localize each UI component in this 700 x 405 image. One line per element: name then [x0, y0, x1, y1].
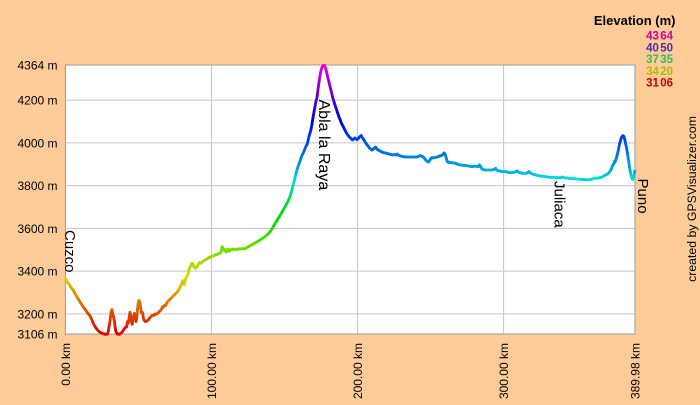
- svg-text:4364 m: 4364 m: [17, 59, 57, 73]
- svg-text:300.00 km: 300.00 km: [497, 343, 511, 399]
- svg-text:Abla la Raya: Abla la Raya: [315, 100, 332, 191]
- svg-text:3420: 3420: [646, 66, 673, 78]
- svg-text:Elevation (m): Elevation (m): [594, 13, 676, 28]
- svg-text:0.00 km: 0.00 km: [59, 343, 73, 386]
- svg-text:3106: 3106: [646, 78, 673, 90]
- svg-text:3200 m: 3200 m: [17, 307, 57, 321]
- svg-text:4200 m: 4200 m: [17, 94, 57, 108]
- svg-text:4364: 4364: [646, 30, 673, 42]
- svg-text:Puno: Puno: [634, 179, 651, 214]
- svg-text:3600 m: 3600 m: [17, 222, 57, 236]
- svg-text:3735: 3735: [646, 54, 673, 66]
- svg-text:3400 m: 3400 m: [17, 265, 57, 279]
- svg-text:3106 m: 3106 m: [17, 328, 57, 342]
- svg-text:200.00 km: 200.00 km: [351, 343, 365, 399]
- svg-text:4000 m: 4000 m: [17, 136, 57, 150]
- svg-text:Juliaca: Juliaca: [551, 181, 568, 228]
- svg-text:4050: 4050: [646, 42, 673, 54]
- svg-text:100.00 km: 100.00 km: [205, 343, 219, 399]
- svg-text:3800 m: 3800 m: [17, 179, 57, 193]
- svg-text:Cuzco: Cuzco: [61, 230, 78, 273]
- svg-text:389.98 km: 389.98 km: [629, 343, 643, 399]
- svg-text:created by GPSVisualizer.com: created by GPSVisualizer.com: [685, 116, 699, 282]
